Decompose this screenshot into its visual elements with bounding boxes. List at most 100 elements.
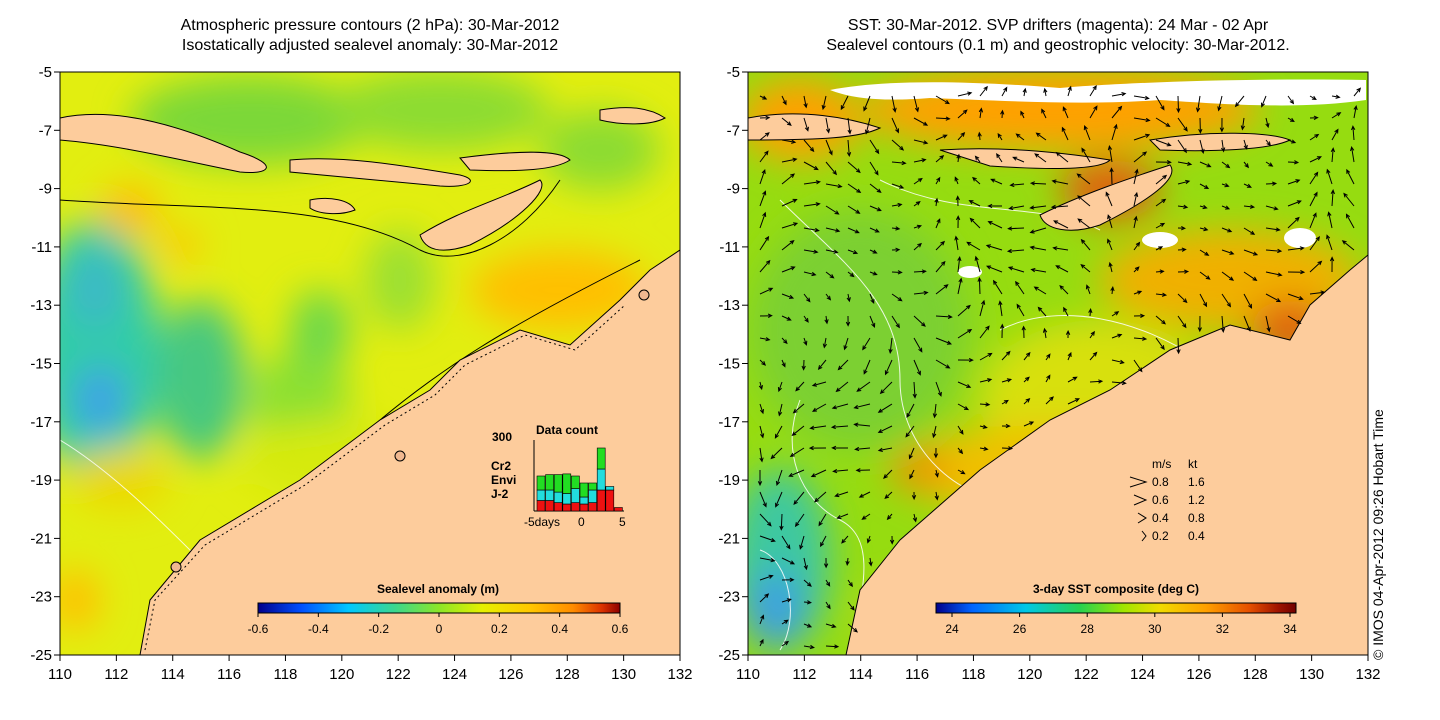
velocity-arrow — [935, 218, 941, 229]
velocity-arrow — [847, 117, 852, 135]
velocity-arrow — [1287, 139, 1297, 144]
velocity-arrow — [825, 161, 838, 176]
velocity-arrow — [913, 177, 923, 185]
sla-y-label: -19 — [30, 472, 52, 489]
velocity-arrow — [779, 513, 784, 531]
velocity-arrow — [825, 249, 839, 254]
sla-y-label: -25 — [30, 647, 52, 664]
velocity-arrow — [1265, 181, 1278, 186]
velocity-arrow — [1133, 151, 1148, 163]
velocity-arrow — [1133, 313, 1146, 318]
velocity-arrow — [955, 215, 961, 229]
velocity-arrow — [1177, 247, 1187, 252]
velocity-arrow — [913, 359, 921, 376]
velocity-arrow — [1077, 195, 1091, 207]
sla-y-label: -5 — [39, 64, 52, 81]
inset-bar-j2 — [579, 503, 589, 512]
velocity-arrow — [1111, 333, 1123, 339]
cloud-masked-areas — [830, 79, 1366, 278]
velocity-arrow — [1000, 323, 1005, 339]
velocity-arrow — [847, 183, 862, 194]
velocity-arrow — [759, 447, 764, 463]
velocity-arrow — [1155, 95, 1165, 111]
velocity-arrow — [1327, 211, 1333, 229]
sla-x-label: 122 — [386, 666, 411, 683]
velocity-arrow — [803, 315, 809, 323]
right-map-title: SST: 30-Mar-2012. SVP drifters (magenta)… — [748, 16, 1368, 56]
velocity-arrow — [1133, 133, 1151, 141]
velocity-arrow — [935, 337, 952, 345]
inset-bar-envi — [605, 486, 615, 491]
velocity-arrow — [1109, 167, 1114, 185]
velocity-arrow — [1006, 248, 1025, 254]
sla-y-label: -21 — [30, 530, 52, 547]
velocity-arrow — [906, 403, 915, 419]
vel-legend-arrow — [1137, 512, 1147, 524]
velocity-arrow — [845, 557, 850, 566]
velocity-arrow — [759, 513, 772, 527]
velocity-arrow — [847, 227, 860, 234]
velocity-arrow — [811, 403, 827, 412]
velocity-arrow — [1331, 128, 1339, 141]
velocity-arrow — [1198, 117, 1203, 134]
velocity-arrow — [1243, 183, 1252, 188]
velocity-arrow — [1076, 173, 1091, 185]
velocity-arrow — [1346, 168, 1355, 185]
velocity-arrow — [891, 117, 899, 134]
velocity-arrow — [791, 425, 805, 437]
velocity-arrow — [781, 117, 792, 126]
velocity-arrow — [956, 153, 961, 163]
velocity-arrow — [803, 227, 820, 233]
velocity-arrow — [1331, 112, 1342, 119]
velocity-arrow — [1029, 181, 1047, 186]
velocity-arrow — [891, 160, 907, 166]
sla-colorbar: Sealevel anomaly (m) -0.6 -0.4 -0.2 0 0.2 0.4… — [248, 582, 629, 636]
velocity-arrow — [1055, 151, 1069, 163]
sst-islands — [748, 113, 1292, 231]
velocity-arrow — [1287, 269, 1306, 275]
inset-x-label-mid: 0 — [578, 515, 585, 529]
velocity-arrow — [1029, 205, 1047, 210]
left-title-line2: Isostatically adjusted sealevel anomaly:… — [181, 37, 559, 54]
sst-map — [748, 72, 1368, 655]
velocity-arrow — [979, 446, 989, 451]
velocity-arrow — [1133, 336, 1148, 341]
velocity-arrow — [803, 180, 821, 185]
velocity-arrow — [1089, 105, 1098, 119]
sst-y-label: -5 — [727, 64, 740, 81]
velocity-arrow — [1155, 337, 1165, 351]
velocity-arrow — [1045, 353, 1051, 361]
velocity-arrow — [979, 325, 990, 339]
velocity-arrow — [847, 271, 855, 278]
velocity-arrow — [1265, 293, 1282, 303]
velocity-arrow — [954, 176, 959, 185]
velocity-arrow — [932, 425, 937, 439]
velocity-arrow — [846, 293, 851, 303]
velocity-arrow — [781, 315, 792, 321]
velocity-arrow — [825, 271, 835, 279]
velocity-arrow — [1176, 337, 1181, 355]
sst-cb-tick-label: 30 — [1148, 622, 1162, 636]
sst-cb-tick-label: 28 — [1081, 622, 1095, 636]
velocity-arrow — [803, 293, 811, 303]
velocity-arrow — [799, 535, 805, 550]
velocity-arrow — [884, 491, 893, 499]
velocity-arrow — [863, 359, 871, 375]
sla-x-label: 130 — [611, 666, 636, 683]
velocity-arrow — [935, 359, 951, 369]
velocity-arrow — [913, 337, 923, 353]
sst-cb-tick-label: 24 — [945, 622, 959, 636]
velocity-arrow — [1326, 168, 1333, 185]
velocity-arrow — [1111, 105, 1123, 119]
velocity-arrow — [1023, 398, 1031, 405]
velocity-arrow — [935, 284, 949, 295]
sla-x-label: 118 — [273, 666, 297, 683]
velocity-arrow — [1309, 260, 1323, 273]
inset-bar-cr2 — [536, 475, 546, 491]
velocity-arrow — [803, 557, 808, 571]
velocity-arrow — [957, 304, 971, 317]
velocity-arrow — [1287, 117, 1295, 122]
velocity-arrow — [1077, 218, 1091, 229]
velocity-arrow — [1234, 95, 1245, 108]
velocity-arrow — [1133, 95, 1150, 100]
